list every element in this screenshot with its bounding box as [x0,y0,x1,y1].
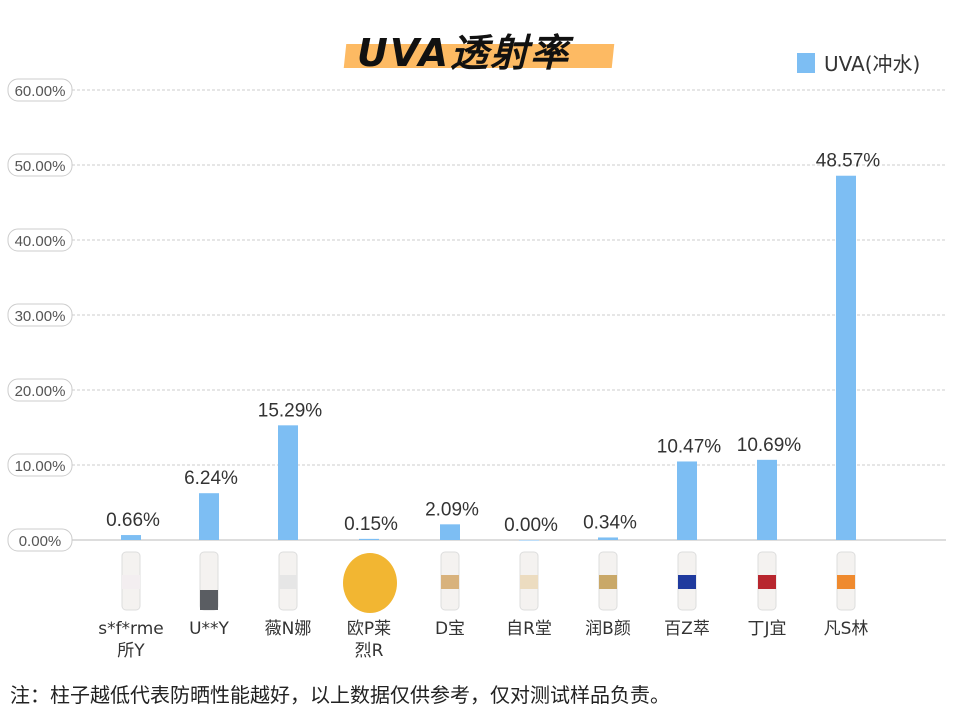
product-image-accent [200,590,218,610]
category-label: D宝 [435,619,465,639]
category-label: 烈R [355,641,384,661]
category-label: 丁J宜 [747,619,786,639]
ytick-box [7,378,73,402]
legend: UVA(冲水) [797,48,920,77]
bar [121,535,141,540]
title-banner: UVA透射率 [343,18,615,75]
ytick-box [7,303,73,327]
data-label: 48.57% [816,151,881,172]
data-label: 10.47% [657,436,722,457]
product-image-accent [122,575,140,589]
bar [440,524,460,540]
ytick-label: 50.00% [15,158,66,175]
ytick-box [7,228,73,252]
ytick-box [7,528,73,552]
data-label: 0.66% [106,510,160,531]
ytick-label: 60.00% [15,83,66,100]
product-image-accent [758,575,776,589]
category-label: 百Z萃 [664,619,710,639]
data-label: 2.09% [425,499,479,520]
legend-label: UVA(冲水) [824,52,921,76]
ytick-label: 40.00% [15,233,66,250]
category-label: 凡S林 [824,619,869,639]
ytick-box [7,453,73,477]
product-image-accent [678,575,696,589]
product-image-accent [520,575,538,589]
bar [278,425,298,540]
category-label: 所Y [117,641,145,661]
data-label: 0.15% [344,514,398,535]
category-label: s*f*rme [98,619,164,639]
ytick-box [7,78,73,102]
product-image-accent [279,575,297,589]
category-label: 薇N娜 [265,619,312,639]
data-label: 15.29% [258,400,323,421]
bar [677,461,697,540]
product-image-accent [441,575,459,589]
chart-title: UVA透射率 [357,31,571,75]
data-label: 10.69% [737,435,802,456]
bar [836,175,856,540]
data-label: 0.34% [583,512,637,533]
product-image-accent [599,575,617,589]
bar [359,538,379,540]
ytick-label: 10.00% [15,458,66,475]
category-label: 欧P莱 [347,619,391,639]
bar [757,459,777,540]
data-label: 6.24% [184,468,238,489]
bar [598,537,618,540]
ytick-box [7,153,73,177]
category-label: 自R堂 [506,619,552,639]
category-label: 润B颜 [585,619,631,639]
category-label: U**Y [189,619,229,639]
product-image [343,553,397,613]
data-label: 0.00% [504,515,558,536]
ytick-label: 30.00% [15,308,66,325]
product-image-accent [837,575,855,589]
legend-swatch [797,52,815,73]
footnote: 注：柱子越低代表防晒性能越好，以上数据仅供参考，仅对测试样品负责。 [10,683,670,707]
ytick-label: 20.00% [15,383,66,400]
bar [519,540,539,541]
bar [199,493,219,540]
ytick-label: 0.00% [19,533,62,550]
